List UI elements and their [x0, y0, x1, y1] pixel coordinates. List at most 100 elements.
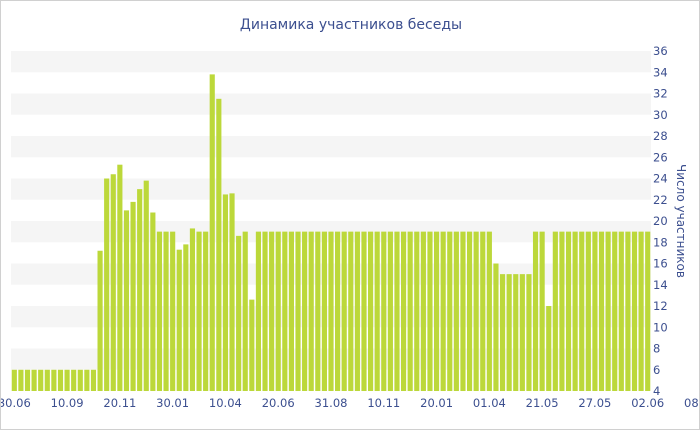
- bar: [414, 231, 420, 392]
- x-tick-label: 01.04: [473, 396, 506, 410]
- bar: [440, 231, 446, 392]
- bar: [480, 231, 486, 392]
- bar: [645, 231, 651, 392]
- bar: [546, 306, 552, 391]
- bar: [486, 231, 492, 392]
- bar: [335, 231, 341, 392]
- bar: [262, 231, 268, 392]
- bar: [269, 231, 275, 392]
- bar: [466, 231, 473, 392]
- bar: [321, 231, 327, 392]
- bar: [368, 231, 374, 392]
- bar: [381, 231, 387, 392]
- bar: [447, 231, 453, 392]
- bar: [38, 369, 44, 391]
- bar: [77, 369, 83, 391]
- bar: [24, 369, 31, 391]
- bar: [18, 369, 24, 391]
- y-tick-label: 16: [653, 257, 668, 271]
- x-tick-label: 30.06: [1, 396, 31, 410]
- x-tick-label: 27.05: [578, 396, 611, 410]
- bar: [552, 231, 558, 392]
- x-tick-label: 10.11: [367, 396, 400, 410]
- bar: [539, 231, 545, 392]
- bar: [255, 231, 261, 392]
- y-tick-label: 20: [653, 214, 668, 228]
- bar: [163, 231, 169, 392]
- y-tick-label: 8: [653, 342, 660, 356]
- bar: [598, 231, 605, 392]
- y-tick-label: 18: [653, 235, 668, 249]
- bar: [143, 180, 149, 392]
- bar: [585, 231, 591, 392]
- bar: [315, 231, 321, 392]
- bar: [104, 178, 110, 391]
- bar: [222, 194, 229, 391]
- bar: [123, 210, 130, 392]
- bar: [170, 231, 176, 392]
- x-tick-label: 20.06: [262, 396, 295, 410]
- bar: [605, 231, 611, 392]
- bar: [559, 231, 565, 392]
- bar: [532, 231, 539, 392]
- bar: [401, 231, 407, 392]
- y-tick-label: 6: [653, 363, 660, 377]
- bar: [579, 231, 585, 392]
- bar: [631, 231, 638, 392]
- y-axis-label: Число участников: [674, 164, 688, 278]
- bar: [156, 231, 163, 392]
- bar: [499, 274, 506, 392]
- x-axis-ticks: 30.06 10.09 20.11 30.01 10.04 20.06 31.08 10.11…: [1, 396, 699, 410]
- bar: [229, 193, 235, 391]
- x-tick-label: 10.09: [51, 396, 84, 410]
- bar: [519, 274, 525, 392]
- x-tick-label: 10.04: [209, 396, 242, 410]
- bar: [427, 231, 433, 392]
- y-tick-label: 24: [653, 172, 668, 186]
- bar: [354, 231, 360, 392]
- bar: [236, 235, 242, 391]
- bar: [117, 164, 123, 391]
- grid-band: [11, 178, 651, 200]
- bar: [433, 231, 440, 392]
- bar: [506, 274, 512, 392]
- x-tick-label: 02.06: [631, 396, 664, 410]
- y-axis-ticks: 4 6 8 10 12 14 16 18 20 22 24 26 28 30 32 34 36: [653, 44, 668, 398]
- y-tick-label: 12: [653, 299, 668, 313]
- bar: [638, 231, 644, 392]
- bar: [348, 231, 354, 392]
- bars-layer: [11, 74, 651, 392]
- bar: [183, 244, 189, 392]
- bar: [57, 369, 64, 391]
- x-tick-label: 20.01: [420, 396, 453, 410]
- bar: [11, 369, 17, 391]
- y-tick-label: 32: [653, 87, 668, 101]
- x-tick-label: 08.06: [684, 396, 699, 410]
- bar: [618, 231, 624, 392]
- bar: [90, 369, 97, 391]
- y-tick-label: 10: [653, 320, 668, 334]
- bar: [513, 274, 519, 392]
- bar: [209, 74, 215, 391]
- bar: [275, 231, 281, 392]
- bar: [341, 231, 347, 392]
- bar: [328, 231, 334, 392]
- bar: [64, 369, 70, 391]
- x-tick-label: 20.11: [103, 396, 136, 410]
- bar: [572, 231, 578, 392]
- grid-band: [11, 93, 651, 115]
- x-tick-label: 31.08: [315, 396, 348, 410]
- bar: [203, 231, 209, 392]
- bar: [216, 98, 222, 391]
- bar: [625, 231, 631, 392]
- y-tick-label: 30: [653, 108, 668, 122]
- bar: [130, 201, 136, 392]
- bar: [150, 212, 156, 391]
- bar: [71, 369, 77, 391]
- bar: [137, 189, 143, 392]
- bar: [288, 231, 294, 392]
- y-tick-label: 26: [653, 150, 668, 164]
- y-tick-label: 4: [653, 384, 660, 398]
